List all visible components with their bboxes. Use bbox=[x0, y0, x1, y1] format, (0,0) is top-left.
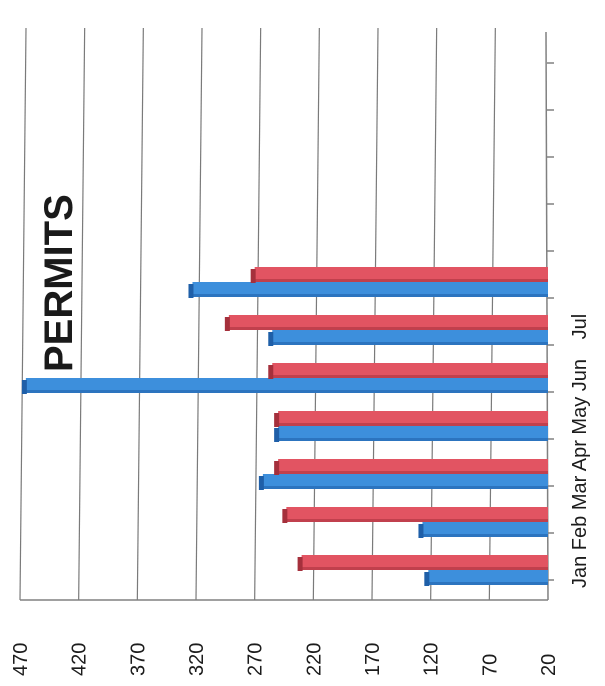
gridline bbox=[78, 27, 86, 601]
bar-jan-series-2 bbox=[297, 555, 548, 571]
category-tick-label-jan: Jan bbox=[569, 550, 591, 588]
bar-jul-series-2 bbox=[250, 267, 548, 283]
category-tick-label-jul: Jul bbox=[569, 314, 591, 340]
value-tick-label: 270 bbox=[245, 643, 267, 676]
gridline bbox=[19, 27, 27, 601]
bar-feb-series-2 bbox=[282, 507, 548, 523]
category-tick-label-feb: Feb bbox=[569, 510, 591, 550]
gridline bbox=[430, 27, 438, 601]
value-tick-label: 120 bbox=[421, 643, 443, 676]
bar-may-series-2 bbox=[268, 363, 548, 379]
bar-jul-series-1 bbox=[188, 282, 549, 298]
bar-apr-series-2 bbox=[274, 411, 548, 427]
gridline bbox=[195, 27, 203, 601]
chart-title: PERMITS bbox=[37, 194, 81, 372]
gridline bbox=[254, 27, 262, 601]
value-tick-label: 320 bbox=[186, 643, 208, 676]
gridline bbox=[371, 27, 379, 601]
bar-jan-series-1 bbox=[424, 570, 548, 586]
gridline bbox=[136, 27, 144, 601]
bar-feb-series-1 bbox=[418, 522, 548, 538]
value-tick-label: 70 bbox=[479, 654, 501, 676]
bar-apr-series-1 bbox=[274, 426, 548, 442]
category-tick-labels: Jan Feb Mar Apr May Jun Jul bbox=[569, 314, 591, 588]
value-tick-label: 370 bbox=[127, 643, 149, 676]
bar-mar-series-1 bbox=[258, 474, 548, 490]
bars bbox=[21, 267, 549, 586]
value-tick-label: 470 bbox=[10, 643, 32, 676]
value-axis-ticks: 20 70 120 170 220 270 320 370 420 470 bbox=[10, 643, 560, 676]
gridlines bbox=[19, 27, 496, 601]
category-tick-label-mar: Mar bbox=[569, 471, 591, 510]
bar-jun-series-1 bbox=[268, 330, 548, 346]
bar-jun-series-2 bbox=[224, 315, 548, 331]
category-tick-label-jun: Jun bbox=[569, 353, 591, 391]
category-tick-label-apr: Apr bbox=[569, 435, 591, 472]
value-tick-label: 170 bbox=[362, 643, 384, 676]
gridline bbox=[312, 27, 320, 601]
bar-may-series-1 bbox=[21, 378, 549, 394]
value-tick-label: 220 bbox=[303, 643, 325, 676]
value-tick-label: 20 bbox=[538, 654, 560, 676]
value-tick-label: 420 bbox=[69, 643, 91, 676]
gridline bbox=[488, 27, 496, 601]
bar-mar-series-2 bbox=[274, 459, 548, 475]
category-tick-label-may: May bbox=[569, 391, 591, 434]
category-axis: Jan Feb Mar Apr May Jun Jul bbox=[569, 314, 591, 588]
